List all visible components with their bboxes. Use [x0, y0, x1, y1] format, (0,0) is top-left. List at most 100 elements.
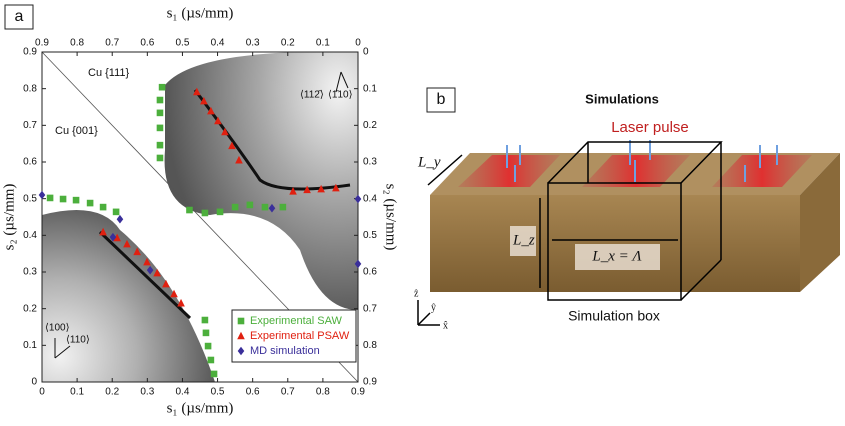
- simulation-diagram: [417, 87, 840, 326]
- marker: [156, 124, 164, 132]
- marker: [207, 106, 215, 115]
- marker: [207, 356, 215, 364]
- x2-tick-label: 0.3: [246, 38, 260, 49]
- y-tick-label: 0.4: [23, 230, 37, 241]
- marker: [72, 196, 80, 204]
- x2-tick-label: 0.1: [316, 38, 330, 49]
- marker: [86, 199, 94, 207]
- x2-tick-label: 0.6: [140, 38, 154, 49]
- diagram-label: Laser pulse: [611, 119, 689, 136]
- legend-label: Experimental SAW: [250, 315, 343, 327]
- legend-label: MD simulation: [250, 345, 320, 357]
- marker: [46, 194, 54, 202]
- marker: [112, 208, 120, 216]
- y2-tick-label: 0.3: [363, 157, 377, 168]
- x-tick-label: 0.6: [246, 387, 260, 398]
- marker: [332, 183, 340, 192]
- legend-marker: [237, 346, 245, 356]
- y2-tick-label: 0.9: [363, 377, 377, 388]
- y2-tick-label: 0.7: [363, 303, 377, 314]
- y-tick-label: 0.9: [23, 47, 37, 58]
- marker: [268, 203, 276, 213]
- x2-tick-label: 0.5: [175, 38, 189, 49]
- y2-tick-label: 0.8: [363, 340, 377, 351]
- marker: [158, 83, 166, 91]
- x-tick-label: 0: [39, 387, 45, 398]
- y-axis-label: s₂ (µs/mm): [1, 184, 17, 251]
- annotation: ⟨112̄⟩: [300, 90, 324, 101]
- marker: [221, 127, 229, 136]
- marker: [156, 96, 164, 104]
- y2-tick-label: 0.6: [363, 267, 377, 278]
- marker: [156, 141, 164, 149]
- direction-arrow: [54, 71, 349, 359]
- diagram-label: L_y: [417, 154, 441, 170]
- marker: [216, 208, 224, 216]
- marker: [235, 155, 243, 164]
- plot-frame: [41, 51, 359, 383]
- marker: [186, 206, 193, 214]
- marker: [153, 268, 161, 277]
- x-tick-label: 0.1: [70, 387, 84, 398]
- marker: [214, 116, 222, 125]
- y2-tick-label: 0: [363, 47, 369, 58]
- marker: [289, 187, 297, 195]
- annotation: Cu {111}: [88, 67, 130, 79]
- y-tick-label: 0.8: [23, 83, 37, 94]
- background-image: [41, 51, 359, 383]
- y-tick-label: 0: [31, 377, 37, 388]
- y-tick-label: 0.6: [23, 157, 37, 168]
- legend-marker: [237, 317, 245, 325]
- marker: [193, 87, 201, 96]
- marker: [116, 214, 124, 224]
- legend-box: [231, 309, 357, 363]
- marker: [123, 239, 131, 248]
- x2-axis-label: s₁ (µs/mm): [167, 5, 234, 21]
- marker: [59, 195, 67, 203]
- legend-marker: [237, 331, 245, 340]
- marker: [279, 203, 287, 211]
- marker: [202, 329, 210, 337]
- marker: [156, 109, 164, 117]
- marker: [201, 316, 209, 324]
- x2-tick-label: 0: [355, 38, 361, 49]
- y-tick-label: 0.7: [23, 120, 37, 131]
- y2-tick-label: 0.4: [363, 193, 377, 204]
- y2-tick-label: 0.1: [363, 83, 377, 94]
- marker: [170, 289, 178, 298]
- marker: [231, 203, 239, 211]
- marker: [354, 259, 362, 269]
- marker: [177, 298, 185, 307]
- marker: [109, 232, 117, 242]
- x-tick-label: 0.4: [175, 387, 189, 398]
- marker: [99, 203, 107, 211]
- marker: [201, 209, 209, 217]
- marker: [228, 141, 236, 150]
- marker: [303, 185, 311, 194]
- marker: [156, 154, 164, 162]
- x2-tick-label: 0.4: [211, 38, 225, 49]
- x-tick-label: 0.8: [316, 387, 330, 398]
- axis-glyph: x̂: [443, 320, 448, 331]
- marker: [38, 190, 46, 200]
- marker: [162, 279, 170, 288]
- panel-label: b: [437, 91, 446, 108]
- annotation: ⟨110⟩: [66, 335, 90, 346]
- y2-tick-label: 0.5: [363, 230, 377, 241]
- marker: [210, 370, 218, 378]
- marker: [204, 342, 212, 350]
- marker: [146, 265, 154, 275]
- y-tick-label: 0.2: [23, 303, 37, 314]
- x-tick-label: 0.7: [281, 387, 295, 398]
- y-tick-label: 0.1: [23, 340, 37, 351]
- marker: [354, 194, 362, 204]
- panel-label: a: [15, 8, 24, 25]
- marker: [261, 203, 269, 211]
- diagram-title: Simulations: [585, 91, 659, 106]
- annotation: Cu {001}: [55, 125, 98, 137]
- annotation: ⟨100⟩: [45, 323, 70, 334]
- y-tick-label: 0.3: [23, 267, 37, 278]
- marker: [200, 96, 208, 105]
- diagram-label: Simulation box: [568, 308, 660, 324]
